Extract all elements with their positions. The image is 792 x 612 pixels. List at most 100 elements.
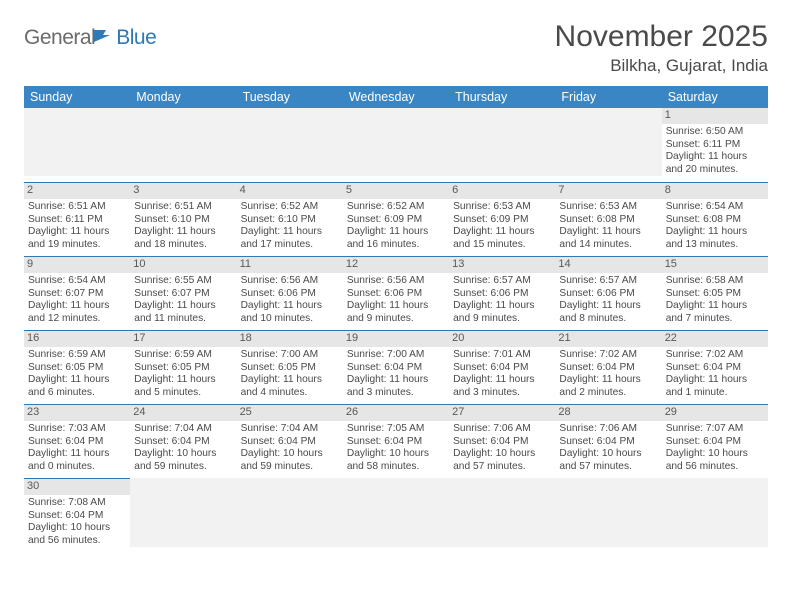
calendar-cell: 26 Sunrise: 7:05 AMSunset: 6:04 PMDayligh… bbox=[343, 404, 449, 478]
calendar-cell: 14Sunrise: 6:57 AMSunset: 6:06 PMDayligh… bbox=[555, 256, 661, 330]
day-number: 10 bbox=[130, 256, 236, 273]
daylight-line: Daylight: 11 hours and 4 minutes. bbox=[241, 374, 339, 400]
sunrise-line: Sunrise: 7:07 AM bbox=[666, 423, 764, 436]
calendar-cell bbox=[237, 478, 343, 552]
day-number: 20 bbox=[449, 330, 555, 347]
calendar-cell: 20Sunrise: 7:01 AMSunset: 6:04 PMDayligh… bbox=[449, 330, 555, 404]
sunrise-line: Sunrise: 6:59 AM bbox=[134, 349, 232, 362]
daylight-line: Daylight: 11 hours and 1 minute. bbox=[666, 374, 764, 400]
calendar-cell: 17Sunrise: 6:59 AMSunset: 6:05 PMDayligh… bbox=[130, 330, 236, 404]
daylight-line: Daylight: 10 hours and 58 minutes. bbox=[347, 448, 445, 474]
sunset-line: Sunset: 6:04 PM bbox=[347, 436, 445, 449]
calendar-cell: 24Sunrise: 7:04 AMSunset: 6:04 PMDayligh… bbox=[130, 404, 236, 478]
daylight-line: Daylight: 11 hours and 9 minutes. bbox=[347, 300, 445, 326]
sunrise-line: Sunrise: 6:50 AM bbox=[666, 126, 764, 139]
day-number: 29 bbox=[662, 404, 768, 421]
day-number: 14 bbox=[555, 256, 661, 273]
calendar-cell: 28Sunrise: 7:06 AMSunset: 6:04 PMDayligh… bbox=[555, 404, 661, 478]
empty-day bbox=[662, 478, 768, 547]
sunrise-line: Sunrise: 6:56 AM bbox=[241, 275, 339, 288]
calendar-cell: 13Sunrise: 6:57 AMSunset: 6:06 PMDayligh… bbox=[449, 256, 555, 330]
sunrise-line: Sunrise: 6:56 AM bbox=[347, 275, 445, 288]
sunrise-line: Sunrise: 6:52 AM bbox=[241, 201, 339, 214]
calendar-cell bbox=[343, 478, 449, 552]
sunrise-line: Sunrise: 6:53 AM bbox=[453, 201, 551, 214]
daylight-line: Daylight: 11 hours and 6 minutes. bbox=[28, 374, 126, 400]
calendar-cell: 8Sunrise: 6:54 AMSunset: 6:08 PMDaylight… bbox=[662, 182, 768, 256]
calendar-cell: 27Sunrise: 7:06 AMSunset: 6:04 PMDayligh… bbox=[449, 404, 555, 478]
daylight-line: Daylight: 11 hours and 18 minutes. bbox=[134, 226, 232, 252]
sunset-line: Sunset: 6:09 PM bbox=[453, 214, 551, 227]
sunset-line: Sunset: 6:04 PM bbox=[134, 436, 232, 449]
empty-day bbox=[343, 478, 449, 547]
day-number: 8 bbox=[662, 182, 768, 199]
calendar-cell: 30Sunrise: 7:08 AMSunset: 6:04 PMDayligh… bbox=[24, 478, 130, 552]
sunset-line: Sunset: 6:04 PM bbox=[666, 436, 764, 449]
sunset-line: Sunset: 6:08 PM bbox=[666, 214, 764, 227]
calendar-week-row: 16Sunrise: 6:59 AMSunset: 6:05 PMDayligh… bbox=[24, 330, 768, 404]
day-number: 3 bbox=[130, 182, 236, 199]
daylight-line: Daylight: 11 hours and 2 minutes. bbox=[559, 374, 657, 400]
calendar-cell bbox=[662, 478, 768, 552]
day-number: 7 bbox=[555, 182, 661, 199]
sunset-line: Sunset: 6:04 PM bbox=[241, 436, 339, 449]
calendar-cell: 18Sunrise: 7:00 AMSunset: 6:05 PMDayligh… bbox=[237, 330, 343, 404]
calendar-cell bbox=[130, 478, 236, 552]
empty-day bbox=[24, 108, 130, 176]
sunrise-line: Sunrise: 7:06 AM bbox=[559, 423, 657, 436]
daylight-line: Daylight: 10 hours and 56 minutes. bbox=[666, 448, 764, 474]
daylight-line: Daylight: 11 hours and 11 minutes. bbox=[134, 300, 232, 326]
sunset-line: Sunset: 6:08 PM bbox=[559, 214, 657, 227]
sunset-line: Sunset: 6:05 PM bbox=[241, 362, 339, 375]
daylight-line: Daylight: 11 hours and 13 minutes. bbox=[666, 226, 764, 252]
sunrise-line: Sunrise: 7:03 AM bbox=[28, 423, 126, 436]
empty-day bbox=[130, 108, 236, 176]
day-header: Tuesday bbox=[237, 86, 343, 108]
day-header-row: SundayMondayTuesdayWednesdayThursdayFrid… bbox=[24, 86, 768, 108]
daylight-line: Daylight: 11 hours and 3 minutes. bbox=[453, 374, 551, 400]
sunset-line: Sunset: 6:04 PM bbox=[347, 362, 445, 375]
daylight-line: Daylight: 11 hours and 14 minutes. bbox=[559, 226, 657, 252]
calendar-cell: 23Sunrise: 7:03 AMSunset: 6:04 PMDayligh… bbox=[24, 404, 130, 478]
day-number: 25 bbox=[237, 404, 343, 421]
daylight-line: Daylight: 11 hours and 8 minutes. bbox=[559, 300, 657, 326]
sunrise-line: Sunrise: 7:04 AM bbox=[241, 423, 339, 436]
daylight-line: Daylight: 11 hours and 3 minutes. bbox=[347, 374, 445, 400]
calendar-cell: 21Sunrise: 7:02 AMSunset: 6:04 PMDayligh… bbox=[555, 330, 661, 404]
calendar-cell: 29 Sunrise: 7:07 AMSunset: 6:04 PMDayligh… bbox=[662, 404, 768, 478]
day-number: 6 bbox=[449, 182, 555, 199]
header: General Blue November 2025 Bilkha, Gujar… bbox=[24, 20, 768, 76]
daylight-line: Daylight: 11 hours and 0 minutes. bbox=[28, 448, 126, 474]
calendar-week-row: 2Sunrise: 6:51 AMSunset: 6:11 PMDaylight… bbox=[24, 182, 768, 256]
sunrise-line: Sunrise: 7:05 AM bbox=[347, 423, 445, 436]
sunset-line: Sunset: 6:04 PM bbox=[28, 510, 126, 523]
day-number: 2 bbox=[24, 182, 130, 199]
empty-day bbox=[343, 108, 449, 176]
daylight-line: Daylight: 11 hours and 20 minutes. bbox=[666, 151, 764, 177]
daylight-line: Daylight: 11 hours and 17 minutes. bbox=[241, 226, 339, 252]
day-number: 26 bbox=[343, 404, 449, 421]
daylight-line: Daylight: 11 hours and 9 minutes. bbox=[453, 300, 551, 326]
calendar-cell bbox=[449, 108, 555, 182]
day-number: 22 bbox=[662, 330, 768, 347]
day-number: 19 bbox=[343, 330, 449, 347]
day-number: 15 bbox=[662, 256, 768, 273]
day-header: Wednesday bbox=[343, 86, 449, 108]
day-number: 28 bbox=[555, 404, 661, 421]
calendar-cell: 19Sunrise: 7:00 AMSunset: 6:04 PMDayligh… bbox=[343, 330, 449, 404]
sunset-line: Sunset: 6:06 PM bbox=[453, 288, 551, 301]
day-number: 23 bbox=[24, 404, 130, 421]
calendar-cell: 10 Sunrise: 6:55 AMSunset: 6:07 PMDayligh… bbox=[130, 256, 236, 330]
day-number: 9 bbox=[24, 256, 130, 273]
sunrise-line: Sunrise: 6:55 AM bbox=[134, 275, 232, 288]
sunset-line: Sunset: 6:04 PM bbox=[453, 436, 551, 449]
day-number: 16 bbox=[24, 330, 130, 347]
calendar-cell: 6Sunrise: 6:53 AMSunset: 6:09 PMDaylight… bbox=[449, 182, 555, 256]
sunset-line: Sunset: 6:07 PM bbox=[134, 288, 232, 301]
day-number: 4 bbox=[237, 182, 343, 199]
day-number: 21 bbox=[555, 330, 661, 347]
day-header: Thursday bbox=[449, 86, 555, 108]
calendar-cell bbox=[237, 108, 343, 182]
calendar-cell: 9Sunrise: 6:54 AMSunset: 6:07 PMDaylight… bbox=[24, 256, 130, 330]
calendar-table: SundayMondayTuesdayWednesdayThursdayFrid… bbox=[24, 86, 768, 552]
